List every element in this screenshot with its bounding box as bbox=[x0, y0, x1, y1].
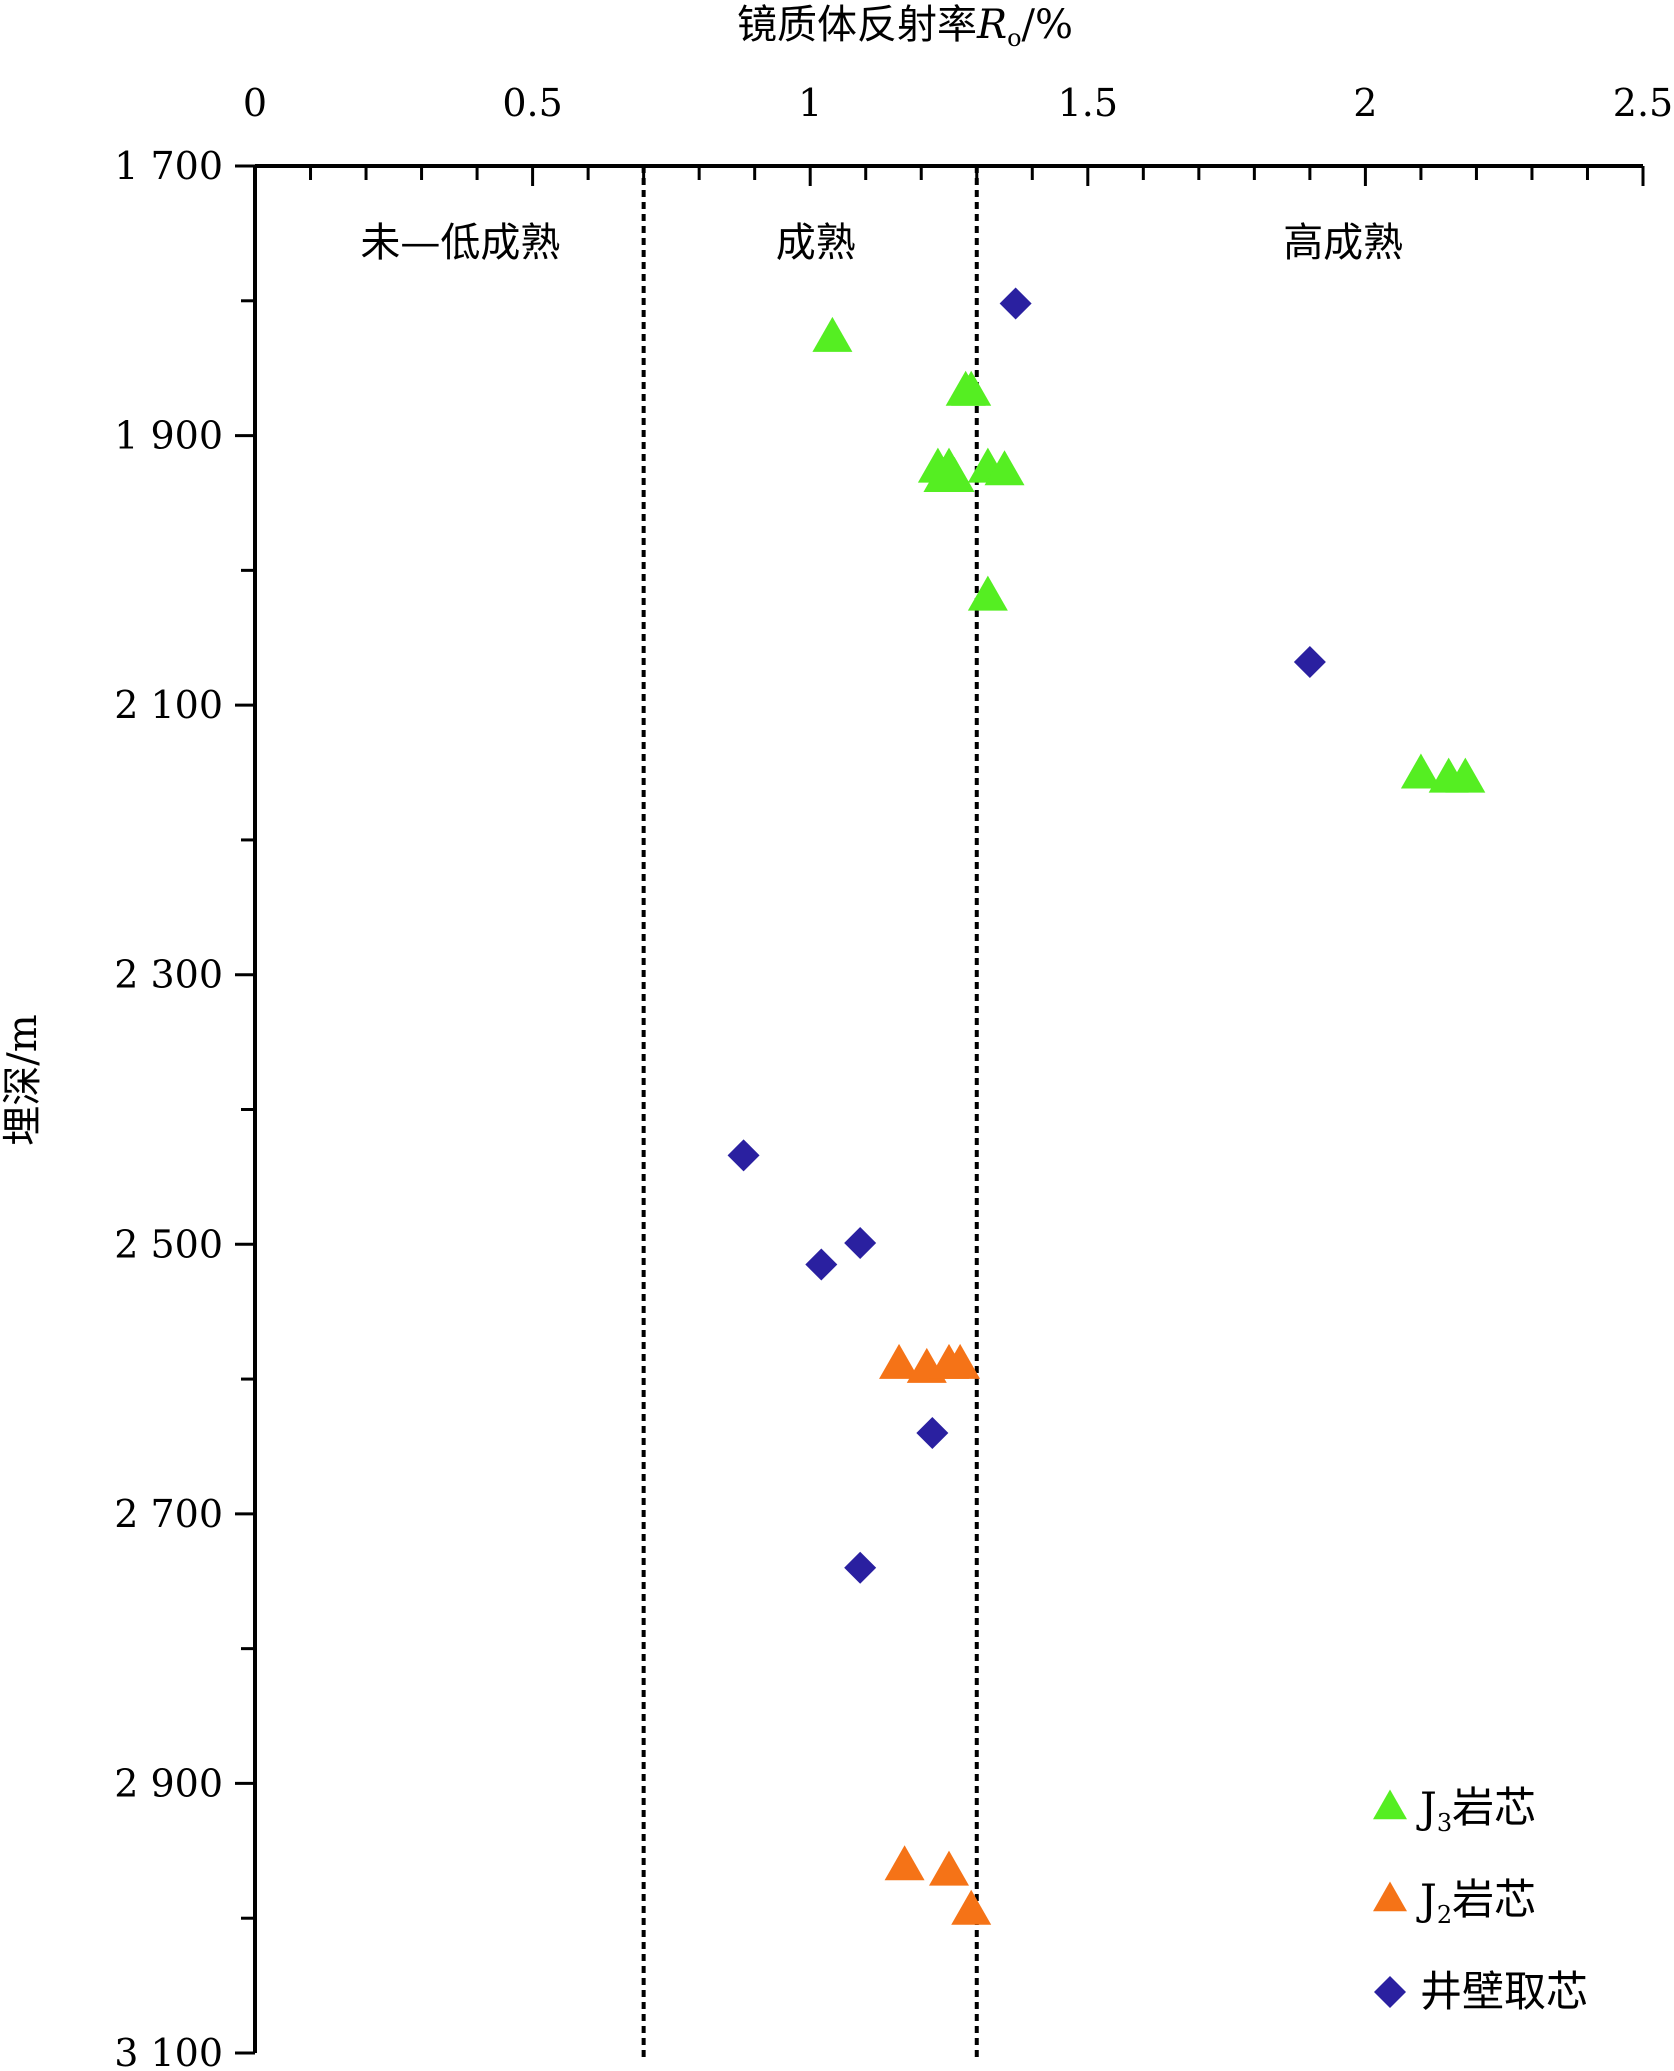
data-point-diamond bbox=[844, 1551, 877, 1584]
data-point-triangle bbox=[940, 1343, 981, 1379]
y-tick-label: 1 900 bbox=[114, 414, 223, 458]
data-points bbox=[727, 287, 1486, 1925]
zone-label: 成熟 bbox=[776, 220, 856, 266]
legend-marker-diamond bbox=[1374, 1976, 1406, 2008]
legend-marker-triangle bbox=[1373, 1789, 1407, 1820]
y-tick-label: 3 100 bbox=[114, 2031, 223, 2071]
maturity-boundaries bbox=[641, 166, 979, 2062]
legend-marker-triangle bbox=[1373, 1881, 1407, 1912]
data-point-diamond bbox=[844, 1226, 877, 1259]
zone-label: 高成熟 bbox=[1283, 220, 1403, 266]
x-tick-label: 1.5 bbox=[1058, 81, 1118, 125]
series-3 bbox=[727, 287, 1326, 1584]
zone-label: 未—低成熟 bbox=[360, 220, 560, 266]
x-axis-ticks: 0 0.5 1 1.5 2 2.5 bbox=[243, 81, 1673, 186]
y-tick-label: 2 100 bbox=[114, 683, 223, 727]
data-point-triangle bbox=[812, 316, 853, 352]
data-point-triangle bbox=[879, 1343, 920, 1379]
data-point-triangle bbox=[984, 450, 1025, 486]
y-tick-label: 1 700 bbox=[114, 144, 223, 188]
y-tick-label: 2 300 bbox=[114, 953, 223, 997]
data-point-triangle bbox=[1400, 753, 1441, 789]
y-tick-label: 2 700 bbox=[114, 1492, 223, 1536]
data-point-triangle bbox=[884, 1845, 925, 1881]
y-axis-title: 埋深/m bbox=[0, 1014, 46, 1145]
data-point-triangle bbox=[929, 1850, 969, 1886]
x-axis-title: 镜质体反射率Ro/% bbox=[737, 2, 1073, 52]
legend-label: J3岩芯 bbox=[1416, 1783, 1536, 1837]
data-point-diamond bbox=[805, 1248, 838, 1281]
data-point-triangle bbox=[967, 575, 1008, 611]
y-axis-ticks: 1 700 1 900 2 100 2 300 2 500 2 700 2 900 3 100 bbox=[114, 144, 255, 2071]
data-point-triangle bbox=[951, 370, 992, 406]
series-2 bbox=[879, 1343, 992, 1925]
data-point-diamond bbox=[916, 1416, 949, 1449]
y-tick-label: 2 500 bbox=[114, 1222, 223, 1266]
series-1 bbox=[812, 316, 1486, 793]
data-point-triangle bbox=[1445, 757, 1486, 793]
x-tick-label: 2.5 bbox=[1613, 81, 1673, 125]
maturity-zone-labels: 未—低成熟 成熟 高成熟 bbox=[360, 220, 1403, 266]
data-point-diamond bbox=[1293, 646, 1326, 679]
x-tick-label: 0.5 bbox=[502, 81, 562, 125]
legend-label: J2岩芯 bbox=[1416, 1875, 1536, 1929]
y-tick-label: 2 900 bbox=[114, 1761, 223, 1805]
legend-label: 井壁取芯 bbox=[1420, 1967, 1588, 2016]
data-point-triangle bbox=[951, 1889, 992, 1925]
x-tick-label: 1 bbox=[798, 81, 822, 125]
x-tick-label: 0 bbox=[243, 81, 267, 125]
x-tick-label: 2 bbox=[1353, 81, 1377, 125]
data-point-triangle bbox=[934, 457, 975, 493]
data-point-diamond bbox=[727, 1139, 760, 1172]
data-point-diamond bbox=[999, 287, 1032, 320]
